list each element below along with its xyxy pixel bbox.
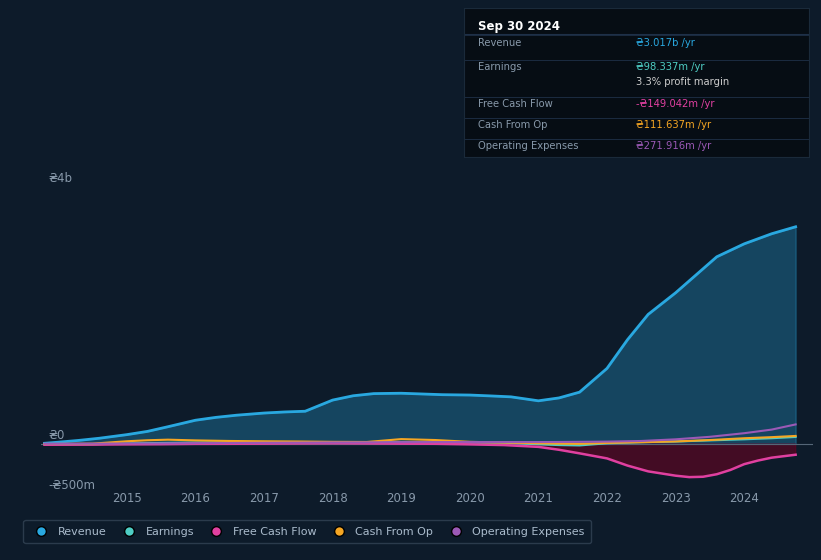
Text: -₴500m: -₴500m bbox=[48, 479, 95, 492]
Text: ₴3.017b /yr: ₴3.017b /yr bbox=[636, 39, 695, 49]
Text: Operating Expenses: Operating Expenses bbox=[478, 141, 578, 151]
Text: Earnings: Earnings bbox=[478, 62, 521, 72]
Text: ₴111.637m /yr: ₴111.637m /yr bbox=[636, 120, 712, 130]
Text: Revenue: Revenue bbox=[478, 39, 521, 49]
Text: Free Cash Flow: Free Cash Flow bbox=[478, 99, 553, 109]
Text: ₴0: ₴0 bbox=[48, 429, 64, 442]
Text: Cash From Op: Cash From Op bbox=[478, 120, 547, 130]
Text: ₴271.916m /yr: ₴271.916m /yr bbox=[636, 141, 712, 151]
Legend: Revenue, Earnings, Free Cash Flow, Cash From Op, Operating Expenses: Revenue, Earnings, Free Cash Flow, Cash … bbox=[24, 520, 591, 543]
Text: ₴4b: ₴4b bbox=[48, 172, 72, 185]
Text: 3.3% profit margin: 3.3% profit margin bbox=[636, 77, 730, 87]
Text: -₴149.042m /yr: -₴149.042m /yr bbox=[636, 99, 715, 109]
Text: Sep 30 2024: Sep 30 2024 bbox=[478, 20, 560, 33]
Text: ₴98.337m /yr: ₴98.337m /yr bbox=[636, 62, 704, 72]
